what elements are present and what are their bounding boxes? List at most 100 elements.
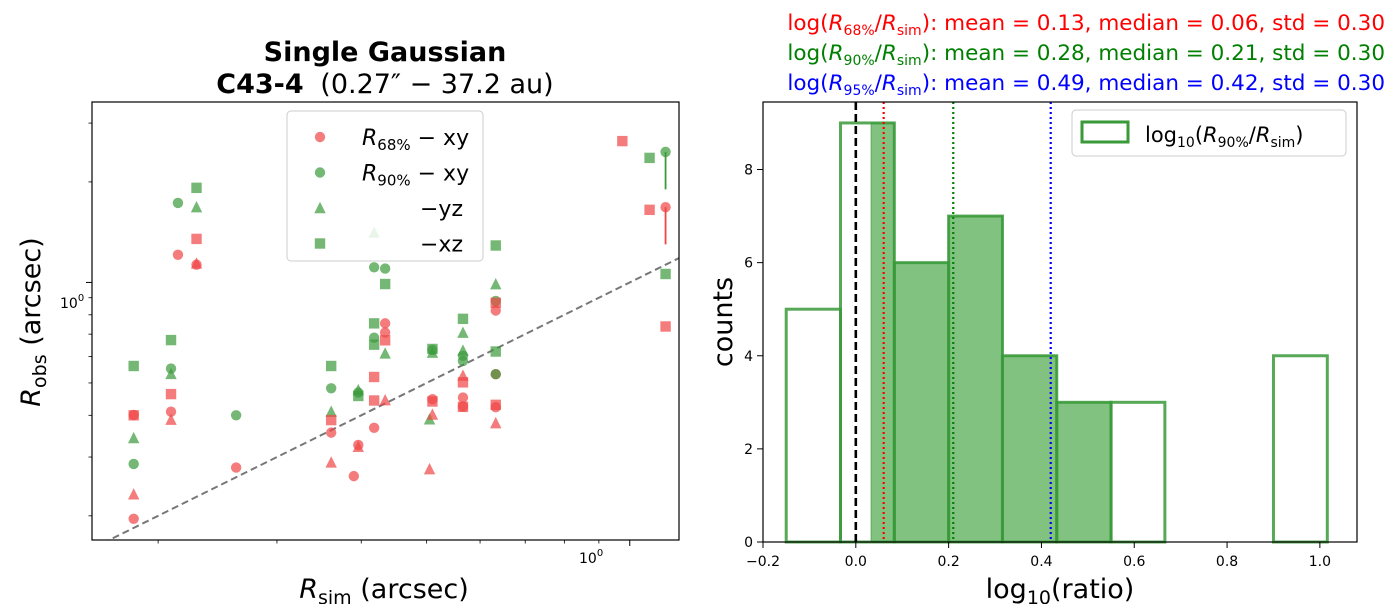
scatter-point-square-red	[457, 377, 469, 388]
right-xtick-label: 0.6	[1123, 554, 1145, 570]
left-xlabel: Rsim (arcsec)	[299, 574, 469, 604]
scatter-point-triangle-red	[190, 257, 203, 269]
scatter-point-circle-green	[128, 458, 139, 470]
scatter-point-square-red	[457, 401, 469, 413]
scatter-point-square-red	[490, 297, 501, 308]
scatter-point-square-red	[325, 414, 337, 426]
scatter-point-triangle-green	[127, 431, 140, 444]
scatter-point-square-green	[490, 240, 501, 251]
scatter-point-circle-green	[368, 262, 380, 273]
scatter-point-circle-green	[325, 383, 337, 394]
legend-marker-square	[314, 238, 326, 249]
legend-marker-triangle	[314, 201, 326, 214]
left-title-bold: C43-4	[216, 69, 303, 100]
hist-filled-bar	[1056, 401, 1112, 543]
scatter-point-triangle-red	[127, 488, 140, 500]
left-legend: R68% − xy R90% − xy −yz −xz	[286, 110, 484, 262]
legend-marker-circle	[314, 131, 326, 143]
legend-label: −yz	[420, 197, 463, 222]
right-ytick-label: 2	[744, 442, 753, 458]
scatter-point-square-green	[457, 313, 469, 325]
scatter-point-circle-red	[165, 406, 177, 417]
left-title-rest: (0.27″ − 37.2 au)	[320, 69, 553, 100]
hist-step-bar	[1271, 354, 1329, 544]
right-ticks: −0.2 0.0 0.2 0.4 0.6 0.8 1.0 0 2 4 6 8	[744, 163, 1331, 570]
scatter-point-circle-red	[172, 249, 184, 260]
stats-line: log(R95%/Rsim): mean = 0.49, median = 0.…	[787, 71, 1385, 99]
right-xtick-label: 0.2	[937, 554, 959, 570]
scatter-point-circle-red	[368, 422, 380, 433]
right-legend: log10(R90%/Rsim)	[1071, 109, 1347, 157]
right-xtick-label: 0.4	[1030, 554, 1052, 570]
right-xtick-label: 0.0	[845, 554, 867, 570]
right-legend-box	[1071, 109, 1347, 157]
scatter-point-square-green	[660, 268, 671, 280]
right-xtick-label: 0.8	[1216, 554, 1238, 570]
scatter-point-triangle-green	[379, 347, 391, 359]
right-legend-label: log10(R90%/Rsim)	[1145, 123, 1303, 151]
scatter-point-circle-red	[660, 201, 671, 213]
right-ytick-label: 6	[744, 256, 753, 272]
scatter-point-square-green	[490, 346, 501, 357]
legend-label: R90% − xy	[362, 162, 469, 190]
left-scatter-panel: Single Gaussian C43-4 (0.27″ − 37.2 au) …	[16, 37, 680, 604]
scatter-point-square-green	[379, 278, 391, 290]
scatter-point-square-red	[165, 388, 177, 400]
hist-step-bar	[1109, 400, 1167, 544]
scatter-point-circle-red	[379, 318, 391, 329]
scatter-point-triangle-green	[490, 277, 502, 290]
right-xtick-label: 1.0	[1309, 554, 1331, 570]
scatter-point-triangle-red	[426, 408, 439, 420]
scatter-point-square-red	[644, 204, 655, 216]
right-xlabel: log10(ratio)	[986, 574, 1135, 604]
left-ytick-label: 100	[60, 293, 84, 312]
scatter-point-triangle-red	[490, 416, 502, 429]
one-to-one-line	[107, 256, 679, 540]
left-title-line1: Single Gaussian	[264, 37, 507, 68]
hist-filled-bar	[948, 215, 1004, 543]
scatter-point-triangle-red	[325, 456, 337, 468]
scatter-point-circle-green	[379, 263, 391, 274]
scatter-point-square-red	[368, 371, 380, 383]
right-ytick-label: 0	[744, 535, 753, 551]
scatter-point-square-green	[617, 82, 627, 92]
legend-label: −xz	[420, 233, 463, 258]
scatter-point-square-green	[368, 339, 380, 350]
scatter-point-triangle-green	[457, 326, 469, 338]
right-xtick-label: −0.2	[746, 554, 780, 570]
scatter-point-square-green	[128, 360, 139, 372]
scatter-point-circle-red	[325, 427, 337, 438]
scatter-point-circle-green	[230, 410, 242, 421]
scatter-point-triangle-green	[325, 405, 337, 417]
scatter-point-square-red	[427, 396, 438, 407]
hist-step-bar	[784, 307, 842, 544]
right-ytick-label: 8	[744, 163, 753, 179]
right-legend-swatch	[1080, 120, 1130, 144]
scatter-point-triangle-green	[190, 200, 203, 213]
scatter-point-circle-green	[172, 197, 184, 209]
scatter-point-square-red	[490, 399, 501, 411]
legend-label: R68% − xy	[362, 126, 469, 154]
scatter-point-square-green	[165, 334, 177, 346]
scatter-point-triangle-red	[352, 440, 364, 452]
right-ytick-label: 4	[744, 349, 753, 365]
right-ylabel: counts	[708, 277, 739, 367]
scatter-point-circle-red	[128, 513, 139, 524]
scatter-point-square-green	[368, 318, 380, 329]
left-plot-area	[86, 82, 679, 546]
scatter-point-triangle-green	[457, 344, 469, 356]
stats-line: log(R68%/Rsim): mean = 0.13, median = 0.…	[787, 11, 1385, 39]
stats-line: log(R90%/Rsim): mean = 0.28, median = 0.…	[787, 41, 1385, 69]
scatter-point-square-green	[353, 390, 364, 402]
scatter-point-circle-green	[660, 146, 671, 158]
right-plot-area	[784, 102, 1329, 544]
scatter-point-square-green	[644, 152, 655, 164]
scatter-point-square-red	[128, 410, 139, 421]
scatter-point-triangle-red	[379, 393, 391, 406]
scatter-point-square-red	[191, 233, 202, 245]
scatter-point-square-green	[191, 182, 202, 194]
scatter-point-square-green	[427, 343, 438, 355]
scatter-point-triangle-red	[423, 462, 436, 475]
hist-filled-bar	[1001, 355, 1058, 543]
